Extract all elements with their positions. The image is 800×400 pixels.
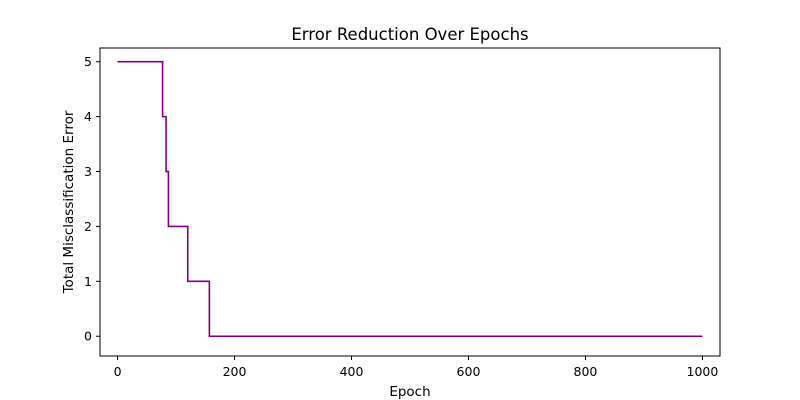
y-axis: 0 1 2 3 4 5 <box>84 54 100 344</box>
y-axis-label: Total Misclassification Error <box>61 110 77 294</box>
x-axis: 0 200 400 600 800 1000 <box>114 356 719 379</box>
y-tick-label: 5 <box>84 54 92 69</box>
x-tick-label: 400 <box>340 364 364 379</box>
series-line <box>117 60 703 338</box>
x-tick-label: 600 <box>457 364 481 379</box>
y-tick-label: 0 <box>84 329 92 344</box>
chart-title: Error Reduction Over Epochs <box>291 25 528 44</box>
y-tick-label: 4 <box>84 109 92 124</box>
x-tick-label: 800 <box>574 364 598 379</box>
y-tick-label: 3 <box>84 164 92 179</box>
x-tick-label: 0 <box>114 364 122 379</box>
plot-area <box>99 47 721 357</box>
y-tick-label: 1 <box>84 274 92 289</box>
x-axis-label: Epoch <box>389 384 430 400</box>
plot-frame <box>99 47 721 357</box>
series-layer <box>117 60 703 338</box>
y-tick-label: 2 <box>84 219 92 234</box>
x-tick-label: 1000 <box>687 364 719 379</box>
x-tick-label: 200 <box>223 364 247 379</box>
